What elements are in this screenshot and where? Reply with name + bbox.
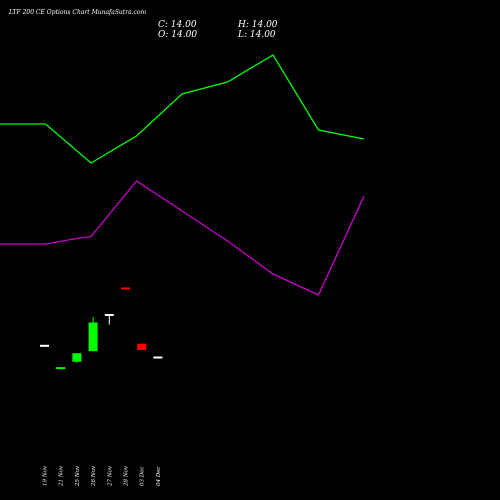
close-label: C: 14.00 [158,20,197,30]
candle-body [40,344,49,347]
chart-title: LTF 200 CE Options Chart MunafaSutra.com [8,9,147,16]
candle-body [104,314,114,316]
x-tick-label: 28 Nov [124,465,130,487]
magenta-indicator-line [0,180,365,296]
x-tick-label: 21 Nov [59,465,65,487]
candles-group [40,287,163,370]
x-tick-label: 03 Dec [140,467,146,487]
ohlc-readout: C: 14.00 H: 14.00 O: 14.00 L: 14.00 [158,20,278,40]
candle-body [153,356,163,359]
x-tick-label: 25 Nov [75,465,81,487]
candle-body [121,287,130,290]
x-tick-label: 19 Nov [43,465,49,486]
low-label: L: 14.00 [237,30,276,40]
candle-body [56,367,66,370]
candle-body [72,353,82,362]
x-tick-label: 26 Nov [91,465,97,487]
candle-body [88,322,98,352]
green-indicator-line [0,54,365,164]
x-axis-ticks: 19 Nov 21 Nov 25 Nov 26 Nov 27 Nov 28 Nov 03 D… [43,465,162,487]
x-tick-label: 27 Nov [107,465,113,487]
x-tick-label: 04 Dec [156,467,162,487]
open-label: O: 14.00 [158,30,197,40]
high-label: H: 14.00 [237,20,278,30]
candle-body [137,343,147,351]
